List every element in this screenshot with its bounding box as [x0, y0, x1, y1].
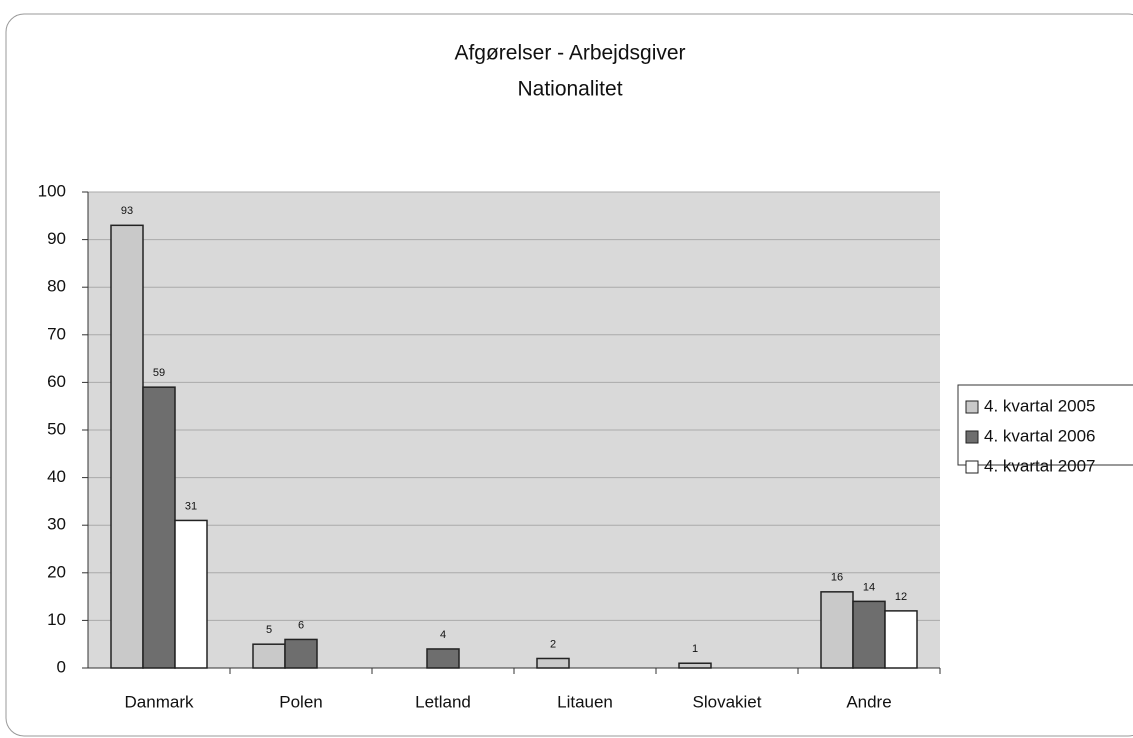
y-tick-label: 50	[47, 419, 66, 438]
y-tick-label: 20	[47, 562, 66, 581]
bar	[252, 643, 286, 669]
chart-subtitle: Nationalitet	[517, 78, 622, 101]
y-tick-label: 70	[47, 324, 66, 343]
y-tick-label: 40	[47, 467, 66, 486]
value-label: 16	[831, 572, 843, 584]
bar	[174, 519, 208, 669]
y-tick-label: 100	[38, 181, 66, 200]
bar	[142, 386, 176, 669]
x-tick-label: Litauen	[557, 692, 613, 711]
value-label: 14	[863, 581, 875, 593]
value-label: 6	[298, 619, 304, 631]
value-label: 4	[440, 629, 446, 641]
y-tick-label: 30	[47, 515, 66, 534]
y-tick-label: 60	[47, 372, 66, 391]
x-tick-label: Letland	[415, 692, 471, 711]
y-tick-label: 10	[47, 610, 66, 629]
bar	[536, 657, 570, 669]
y-tick-label: 90	[47, 229, 66, 248]
legend-swatch	[965, 460, 979, 474]
legend-swatch	[965, 400, 979, 414]
chart-title: Afgørelser - Arbejdsgiver	[454, 42, 685, 65]
x-tick-label: Slovakiet	[693, 692, 762, 711]
bar	[110, 224, 144, 669]
legend-label: 4. kvartal 2005	[984, 396, 1096, 415]
x-tick-label: Danmark	[125, 692, 194, 711]
y-tick-label: 80	[47, 277, 66, 296]
legend	[957, 384, 1133, 466]
bar	[678, 662, 712, 669]
bar	[284, 638, 318, 669]
value-label: 2	[550, 638, 556, 650]
legend-label: 4. kvartal 2007	[984, 456, 1096, 475]
bar	[884, 610, 918, 669]
bar	[820, 591, 854, 669]
value-label: 1	[692, 643, 698, 655]
value-label: 5	[266, 624, 272, 636]
value-label: 59	[153, 367, 165, 379]
value-label: 93	[121, 205, 133, 217]
legend-swatch	[965, 430, 979, 444]
bar	[426, 648, 460, 669]
y-tick-label: 0	[57, 657, 66, 676]
x-tick-label: Andre	[846, 692, 891, 711]
value-label: 12	[895, 591, 907, 603]
x-tick-label: Polen	[279, 692, 322, 711]
value-label: 31	[185, 500, 197, 512]
bar	[852, 600, 886, 669]
legend-label: 4. kvartal 2006	[984, 426, 1096, 445]
